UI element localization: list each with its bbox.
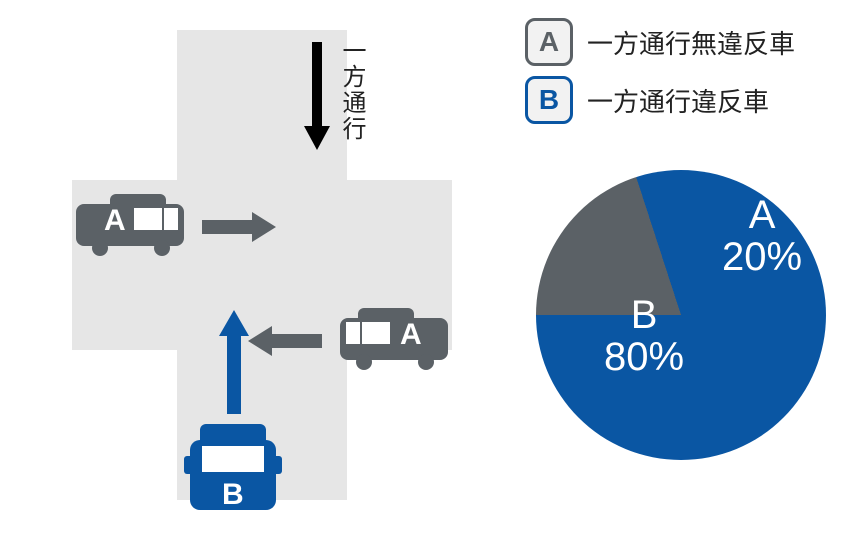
pie-label-a-letter: A <box>722 194 802 236</box>
legend-text-a: 一方通行無違反車 <box>587 24 795 61</box>
car-a-left <box>76 194 194 256</box>
arrow-up-icon <box>219 310 249 414</box>
legend-row-b: B 一方通行違反車 <box>525 76 795 124</box>
pie-label-a-pct: 20% <box>722 236 802 278</box>
legend: A 一方通行無違反車 B 一方通行違反車 <box>525 18 795 134</box>
car-a-left-label: A <box>104 204 126 238</box>
arrow-left-icon <box>248 326 322 356</box>
pie-chart: A 20% B 80% <box>536 170 826 460</box>
legend-row-a: A 一方通行無違反車 <box>525 18 795 66</box>
legend-text-b: 一方通行違反車 <box>587 82 769 119</box>
diagram-root: 一方通行 A A B <box>0 0 852 540</box>
pie-label-b-pct: 80% <box>604 336 684 378</box>
legend-badge-b: B <box>525 76 573 124</box>
pie-label-b: B 80% <box>604 294 684 378</box>
arrow-right-icon <box>202 212 276 242</box>
pie-label-b-letter: B <box>604 294 684 336</box>
legend-badge-a: A <box>525 18 573 66</box>
pie-label-a: A 20% <box>722 194 802 278</box>
oneway-arrow-icon <box>302 42 332 152</box>
car-a-right-label: A <box>400 318 422 352</box>
car-a-right <box>330 308 448 370</box>
oneway-label: 一方通行 <box>345 38 369 142</box>
car-b-label: B <box>222 478 244 512</box>
